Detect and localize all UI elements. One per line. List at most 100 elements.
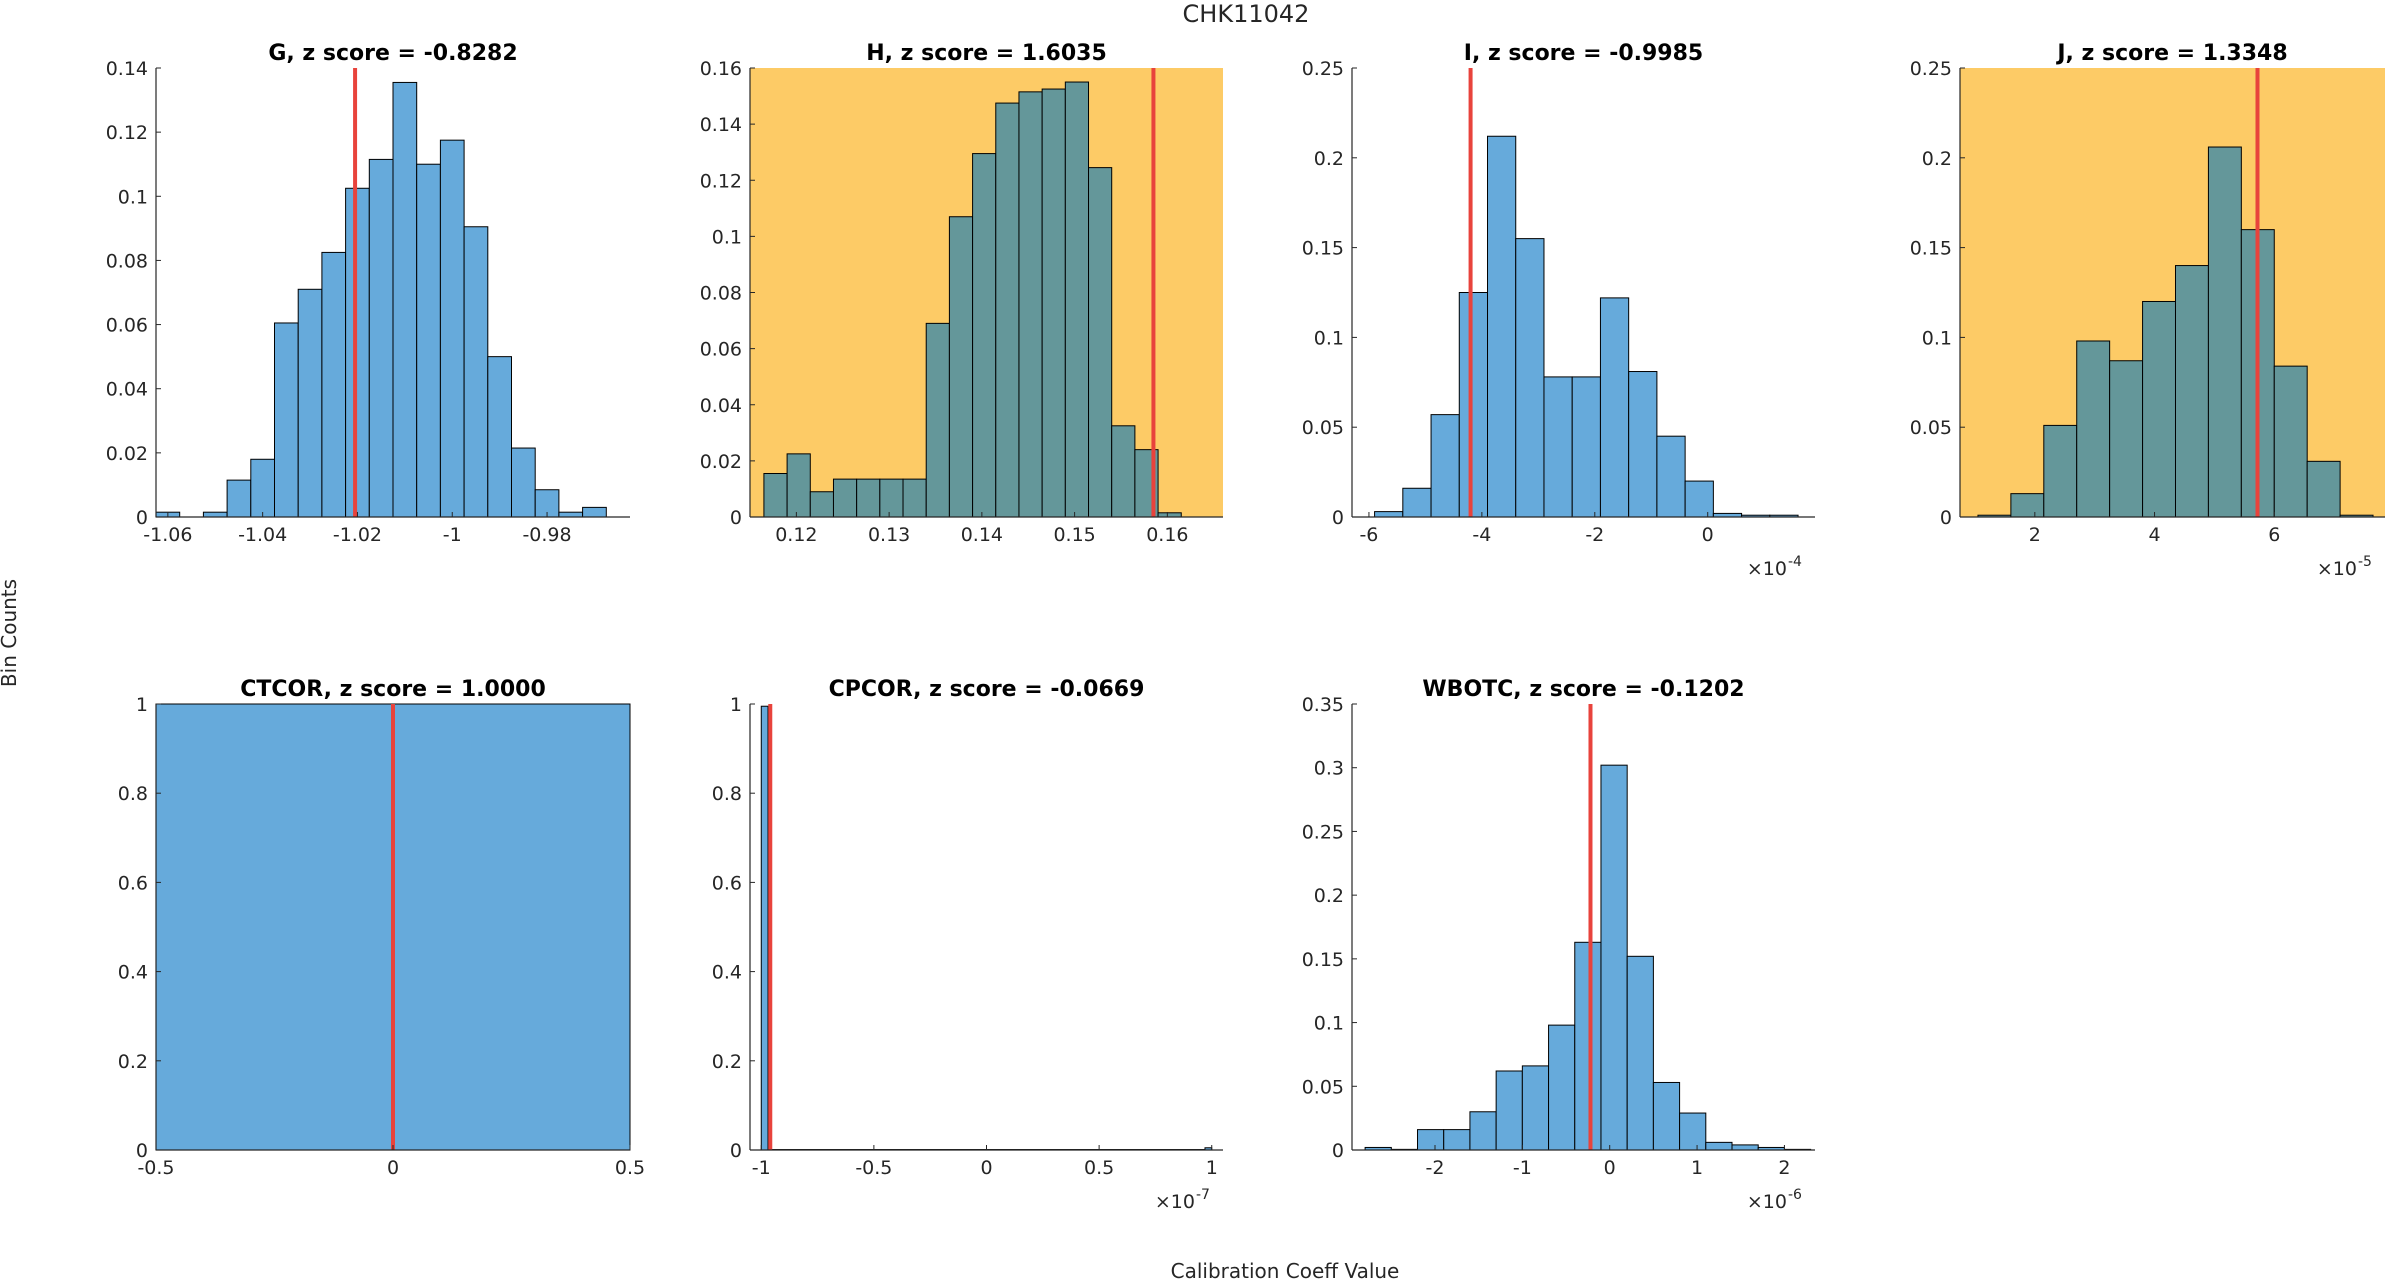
x-tick-label: 0.15	[1053, 524, 1095, 546]
histogram-bar	[1656, 435, 1686, 518]
histogram-bar	[345, 187, 370, 518]
x-exponent-power: -5	[2358, 554, 2372, 570]
x-tick-label: -1	[1513, 1157, 1532, 1179]
subplot-6: 0 0.2 0.4 0.6 0.8 1 -1 -0.5 0 0.5 1 ×10 -7 CPCOR, z s…	[712, 677, 1223, 1213]
histogram-bar	[439, 139, 465, 518]
x-exponent-label: ×10	[1747, 558, 1787, 580]
histogram-bar	[760, 705, 769, 1151]
y-tick-label: 0.15	[1302, 238, 1344, 260]
y-tick-label: 0.1	[1314, 327, 1344, 349]
histogram-bar	[511, 447, 536, 518]
histogram-bar	[1521, 1065, 1550, 1151]
y-tick-label: 0	[1940, 507, 1952, 529]
histogram-bar	[1600, 764, 1628, 1151]
histogram-bar	[1417, 1129, 1445, 1151]
histogram-bar	[368, 158, 394, 518]
x-tick-label: 0	[1702, 524, 1714, 546]
histogram-bar	[1018, 91, 1043, 518]
x-tick-label: -0.98	[522, 524, 571, 546]
histogram-bar	[1705, 1141, 1733, 1151]
subplot-title: H, z score = 1.6035	[866, 41, 1107, 66]
y-tick-label: 0	[1332, 1140, 1344, 1162]
y-tick-label: 0.6	[118, 872, 148, 894]
histogram-bar	[2010, 493, 2045, 518]
y-tick-label: 0.4	[712, 962, 742, 984]
subplot-3: 00.050.10.150.20.25-6 -4 -2 0×10 -4I, z scor…	[1302, 41, 1815, 580]
histogram-bar	[995, 102, 1020, 518]
histogram-bar	[786, 453, 811, 518]
histogram-bar	[582, 506, 607, 518]
y-tick-label: 0.15	[1302, 949, 1344, 971]
subplot-title: CTCOR, z score = 1.0000	[240, 677, 546, 702]
figure-title: CHK11042	[1183, 0, 1310, 28]
histogram-bar	[1430, 414, 1460, 518]
y-tick-label: 0.05	[1302, 1076, 1344, 1098]
y-tick-label: 0.25	[1910, 58, 1952, 80]
histogram-bar	[274, 322, 299, 518]
histogram-bar	[2306, 460, 2341, 518]
histogram-bar	[763, 473, 788, 518]
histogram-bar	[1679, 1112, 1707, 1151]
histogram-bar	[463, 226, 489, 518]
histogram-bar	[925, 322, 950, 518]
y-tick-label: 0.15	[1910, 238, 1952, 260]
y-tick-label: 0.1	[712, 226, 742, 248]
histogram-bar	[297, 288, 323, 518]
histogram-bar	[2207, 146, 2242, 518]
histogram-bar	[1157, 512, 1182, 518]
y-tick-label: 0.2	[712, 1051, 742, 1073]
histogram-bar	[2076, 340, 2111, 518]
histogram-bar	[1041, 88, 1066, 518]
histogram-bar	[2273, 365, 2308, 518]
histogram-bar	[1548, 1024, 1576, 1151]
y-tick-label: 0.1	[1314, 1013, 1344, 1035]
figure-ylabel: Bin Counts	[0, 579, 21, 687]
histogram-bar	[1088, 167, 1113, 518]
y-tick-label: 0.12	[700, 170, 742, 192]
histogram-bar	[1571, 376, 1601, 518]
x-tick-label: 0.13	[868, 524, 910, 546]
histogram-bar	[1574, 941, 1602, 1151]
histogram-bar	[392, 81, 418, 518]
y-tick-label: 0.2	[1922, 148, 1952, 170]
histogram-bar	[2174, 265, 2209, 518]
histogram-bar	[1652, 1081, 1681, 1151]
y-tick-label: 0.4	[118, 962, 148, 984]
subplot-title: I, z score = -0.9985	[1464, 41, 1703, 66]
x-tick-label: -1	[752, 1157, 771, 1179]
histogram-bar	[809, 491, 834, 518]
y-tick-label: 0.06	[106, 315, 148, 337]
subplot-title: G, z score = -0.8282	[268, 41, 517, 66]
y-tick-label: 0.08	[106, 250, 148, 272]
x-tick-label: 0	[1604, 1157, 1616, 1179]
subplot-grid: 00.020.040.060.080.10.120.14-1.06 -1.04 -1…	[106, 41, 2385, 1213]
y-tick-label: 0.2	[118, 1051, 148, 1073]
x-tick-label: 0.5	[1084, 1157, 1114, 1179]
histogram-bar	[2109, 360, 2144, 518]
histogram-bar	[1374, 511, 1404, 518]
y-tick-label: 0.8	[118, 783, 148, 805]
histogram-bar	[1402, 487, 1432, 518]
histogram-bar	[1628, 371, 1658, 518]
x-tick-label: 0.16	[1146, 524, 1188, 546]
x-tick-label: 0	[387, 1157, 399, 1179]
histogram-bar	[2142, 300, 2176, 518]
figure-xlabel: Calibration Coeff Value	[1171, 1259, 1400, 1281]
histogram-bar	[1064, 81, 1090, 518]
histogram-bar	[416, 163, 441, 518]
histogram-bar	[972, 153, 997, 518]
x-tick-label: 1	[1206, 1157, 1218, 1179]
histogram-bar	[879, 478, 904, 518]
x-exponent-power: -6	[1788, 1187, 1802, 1203]
histogram-bar	[202, 511, 228, 518]
x-tick-label: -0.5	[855, 1157, 892, 1179]
histogram-bar	[558, 511, 584, 518]
subplot-2: 0 0.02 0.04 0.06 0.08 0.1 0.12 0.14 0.16 0.12 0.13…	[700, 41, 1223, 546]
histogram-bar	[1487, 135, 1517, 518]
x-tick-label: -1.06	[143, 524, 192, 546]
y-tick-label: 0.06	[700, 339, 742, 361]
x-tick-label: -1.02	[333, 524, 382, 546]
subplot-1: 0 0.02 0.04 0.06 0.08 0.1 0.12 0.14 -1.06 -1.04 -1…	[106, 41, 630, 546]
